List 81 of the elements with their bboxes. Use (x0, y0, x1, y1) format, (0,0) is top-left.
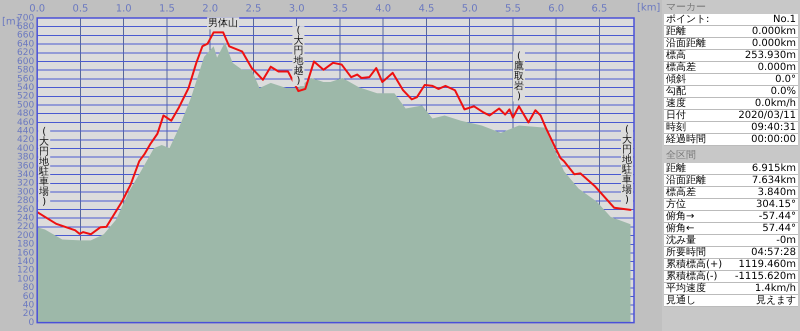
annotation: 男体山 (208, 16, 238, 29)
x-tick-label: 5.0 (462, 4, 478, 15)
text: 平均速度 1.4km/h (666, 283, 796, 294)
x-tick-label: 0.5 (72, 4, 88, 15)
x-tick-label: 6.5 (591, 4, 608, 15)
text: 方位 304.15° (666, 199, 796, 210)
text: 沈み量 -0m (666, 235, 796, 246)
y-tick-label: 460 (16, 118, 34, 128)
y-tick-label: 440 (16, 126, 34, 136)
x-tick-label: 3.5 (332, 4, 348, 15)
y-tick-label: 600 (16, 56, 34, 67)
text: 時刻 09:40:31 (666, 122, 796, 133)
annotation: (鷹取岩) (514, 50, 524, 102)
text: 沿面距離 0.000km (666, 38, 796, 49)
x-tick-label: 1.5 (158, 4, 175, 15)
y-tick-label: 500 (16, 100, 34, 110)
text: 俯角→ -57.44° (666, 211, 796, 222)
annotation: (大円地越) (292, 26, 304, 87)
text: 標高 253.930m (666, 50, 796, 61)
text: 標高差 3.840m (666, 187, 796, 198)
text: 速度 0.0km/h (666, 98, 796, 109)
y-tick-label: 100 (16, 274, 34, 284)
x-axis-title: [km] (637, 2, 660, 14)
y-tick-label: 20 (22, 309, 34, 320)
x-tick-label: 2.5 (245, 4, 262, 15)
x-tick-label: 6.0 (548, 4, 564, 15)
text: 勾配 0.0% (666, 86, 796, 97)
text: ポイント: No.1 (666, 14, 796, 25)
y-tick-label: 580 (16, 66, 34, 76)
y-tick-label: 240 (16, 214, 34, 224)
text: 見通し 見えます (666, 295, 796, 306)
annotation: (大円地駐車場) (621, 124, 632, 206)
text: マーカー (665, 1, 707, 14)
y-tick-label: 560 (16, 74, 34, 84)
y-tick-label: 260 (16, 204, 34, 215)
y-tick-label: 80 (22, 283, 34, 294)
y-tick-label: 140 (16, 257, 34, 268)
y-tick-label: 120 (16, 266, 34, 276)
x-tick-label: 0.0 (29, 4, 46, 15)
y-tick-label: 620 (16, 48, 34, 58)
y-tick-label: 400 (16, 144, 34, 154)
y-tick-label: 280 (16, 196, 34, 206)
text: 俯角← 57.44° (666, 223, 796, 234)
text: 距離 0.000km (666, 26, 796, 37)
y-tick-label: 520 (16, 92, 34, 102)
y-tick-label: 180 (16, 240, 34, 250)
text: 所要時間 04:57:28 (666, 247, 796, 258)
y-tick-label: 660 (16, 30, 34, 41)
y-tick-label: 300 (16, 187, 34, 198)
text: 累積標高(+) 1119.460m (666, 259, 796, 270)
y-tick-label: 320 (16, 178, 34, 189)
x-tick-label: 3.0 (288, 4, 305, 15)
x-tick-label: 2.0 (202, 4, 218, 15)
y-tick-label: 700 (16, 13, 34, 24)
text: 全区間 (665, 149, 697, 163)
text: 距離 6.915km (666, 163, 796, 174)
y-tick-label: 340 (16, 170, 34, 180)
y-tick-label: 480 (16, 109, 34, 120)
x-tick-label: 5.5 (504, 4, 521, 15)
text: 経過時間 00:00:00 (666, 134, 796, 145)
annotation: (大円地駐車場) (38, 126, 50, 208)
y-tick-label: 540 (16, 82, 34, 93)
y-tick-label: 40 (22, 300, 34, 311)
x-tick-label: 4.0 (375, 4, 392, 15)
text: 沿面距離 7.634km (666, 175, 796, 186)
text: 日付 2020/03/11 (666, 110, 796, 121)
x-tick-label: 1.0 (116, 4, 132, 15)
y-tick-label: 220 (16, 222, 34, 232)
y-tick-label: 360 (16, 161, 34, 172)
y-tick-label: 420 (16, 135, 34, 146)
y-tick-label: 200 (16, 230, 34, 241)
text: 累積標高(-) -1115.620m (666, 271, 796, 282)
y-tick-label: 380 (16, 152, 34, 163)
y-tick-label: 680 (16, 22, 34, 32)
text: 傾斜 0.0° (666, 74, 796, 85)
y-tick-label: 60 (22, 292, 34, 302)
y-tick-label: 640 (16, 39, 34, 50)
y-tick-label: 160 (16, 248, 34, 258)
text: 標高差 0.000m (666, 62, 796, 73)
x-tick-label: 4.5 (418, 4, 434, 15)
y-tick-label: 0 (28, 318, 34, 328)
